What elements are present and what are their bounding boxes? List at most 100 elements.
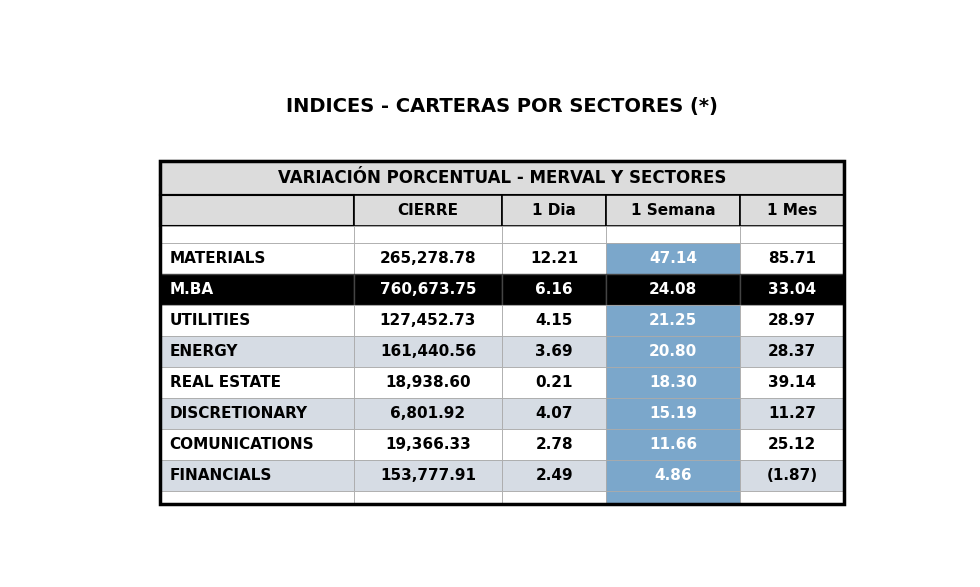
Text: 127,452.73: 127,452.73 — [380, 313, 476, 328]
Bar — [740, 195, 844, 226]
Bar — [502, 491, 607, 504]
Text: 760,673.75: 760,673.75 — [379, 282, 476, 297]
Bar — [354, 195, 502, 226]
Text: 265,278.78: 265,278.78 — [379, 251, 476, 266]
Bar — [607, 460, 740, 491]
Bar — [354, 491, 502, 504]
Text: 20.80: 20.80 — [649, 344, 697, 359]
Bar — [161, 161, 844, 195]
Bar — [740, 367, 844, 398]
Text: 33.04: 33.04 — [768, 282, 816, 297]
Bar — [740, 398, 844, 429]
Bar — [740, 460, 844, 491]
Bar — [607, 367, 740, 398]
Bar — [161, 226, 354, 243]
Text: 12.21: 12.21 — [530, 251, 578, 266]
Bar — [161, 460, 354, 491]
Text: 25.12: 25.12 — [768, 437, 816, 452]
Bar — [502, 226, 607, 243]
Text: 39.14: 39.14 — [768, 375, 816, 390]
Bar — [354, 243, 502, 274]
Text: ENERGY: ENERGY — [170, 344, 238, 359]
Bar — [740, 491, 844, 504]
Bar — [502, 398, 607, 429]
Bar — [161, 336, 354, 367]
Bar — [607, 398, 740, 429]
Text: FINANCIALS: FINANCIALS — [170, 468, 272, 483]
Text: 47.14: 47.14 — [649, 251, 697, 266]
Bar — [354, 336, 502, 367]
Bar — [354, 226, 502, 243]
Text: 161,440.56: 161,440.56 — [380, 344, 476, 359]
Text: 4.86: 4.86 — [655, 468, 692, 483]
Text: 153,777.91: 153,777.91 — [380, 468, 476, 483]
Bar — [607, 305, 740, 336]
Bar — [502, 367, 607, 398]
Bar — [740, 429, 844, 460]
Bar — [161, 429, 354, 460]
Bar — [502, 274, 607, 305]
Text: 4.07: 4.07 — [535, 406, 573, 421]
Bar — [161, 243, 354, 274]
Bar — [161, 398, 354, 429]
Text: 0.21: 0.21 — [535, 375, 573, 390]
Text: 15.19: 15.19 — [649, 406, 697, 421]
Text: VARIACIÓN PORCENTUAL - MERVAL Y SECTORES: VARIACIÓN PORCENTUAL - MERVAL Y SECTORES — [278, 169, 726, 187]
Bar — [740, 226, 844, 243]
Bar — [502, 243, 607, 274]
Text: 85.71: 85.71 — [768, 251, 816, 266]
Text: MATERIALS: MATERIALS — [170, 251, 266, 266]
Bar — [740, 305, 844, 336]
Text: REAL ESTATE: REAL ESTATE — [170, 375, 280, 390]
Text: 11.27: 11.27 — [768, 406, 816, 421]
Text: 1 Dia: 1 Dia — [532, 203, 576, 218]
Bar — [502, 305, 607, 336]
Text: 3.69: 3.69 — [535, 344, 573, 359]
Bar — [607, 336, 740, 367]
Text: INDICES - CARTERAS POR SECTORES (*): INDICES - CARTERAS POR SECTORES (*) — [286, 97, 718, 116]
Bar — [354, 398, 502, 429]
Bar — [354, 429, 502, 460]
Bar — [161, 367, 354, 398]
Text: COMUNICATIONS: COMUNICATIONS — [170, 437, 315, 452]
Bar — [607, 491, 740, 504]
Text: 1 Semana: 1 Semana — [631, 203, 715, 218]
Text: UTILITIES: UTILITIES — [170, 313, 251, 328]
Bar — [354, 274, 502, 305]
Bar — [607, 195, 740, 226]
Text: 28.37: 28.37 — [768, 344, 816, 359]
Bar — [161, 305, 354, 336]
Text: 19,366.33: 19,366.33 — [385, 437, 470, 452]
Text: M.BA: M.BA — [170, 282, 214, 297]
Text: (1.87): (1.87) — [766, 468, 817, 483]
Text: 28.97: 28.97 — [768, 313, 816, 328]
Bar — [354, 305, 502, 336]
Text: CIERRE: CIERRE — [398, 203, 459, 218]
Bar — [502, 429, 607, 460]
Bar — [740, 274, 844, 305]
Bar — [740, 243, 844, 274]
Text: 11.66: 11.66 — [649, 437, 697, 452]
Text: 21.25: 21.25 — [649, 313, 697, 328]
Bar — [354, 367, 502, 398]
Text: 6.16: 6.16 — [535, 282, 573, 297]
Text: 4.15: 4.15 — [536, 313, 573, 328]
Bar — [502, 460, 607, 491]
Bar — [161, 195, 354, 226]
Bar — [161, 491, 354, 504]
Text: 2.49: 2.49 — [535, 468, 573, 483]
Bar — [607, 226, 740, 243]
Bar — [161, 161, 844, 504]
Bar — [354, 460, 502, 491]
Text: 6,801.92: 6,801.92 — [390, 406, 466, 421]
Bar — [607, 429, 740, 460]
Bar — [607, 274, 740, 305]
Text: 18.30: 18.30 — [649, 375, 697, 390]
Text: DISCRETIONARY: DISCRETIONARY — [170, 406, 308, 421]
Text: 24.08: 24.08 — [649, 282, 697, 297]
Text: 1 Mes: 1 Mes — [767, 203, 817, 218]
Text: 18,938.60: 18,938.60 — [385, 375, 470, 390]
Bar — [161, 274, 354, 305]
Text: 2.78: 2.78 — [535, 437, 573, 452]
Bar — [502, 336, 607, 367]
